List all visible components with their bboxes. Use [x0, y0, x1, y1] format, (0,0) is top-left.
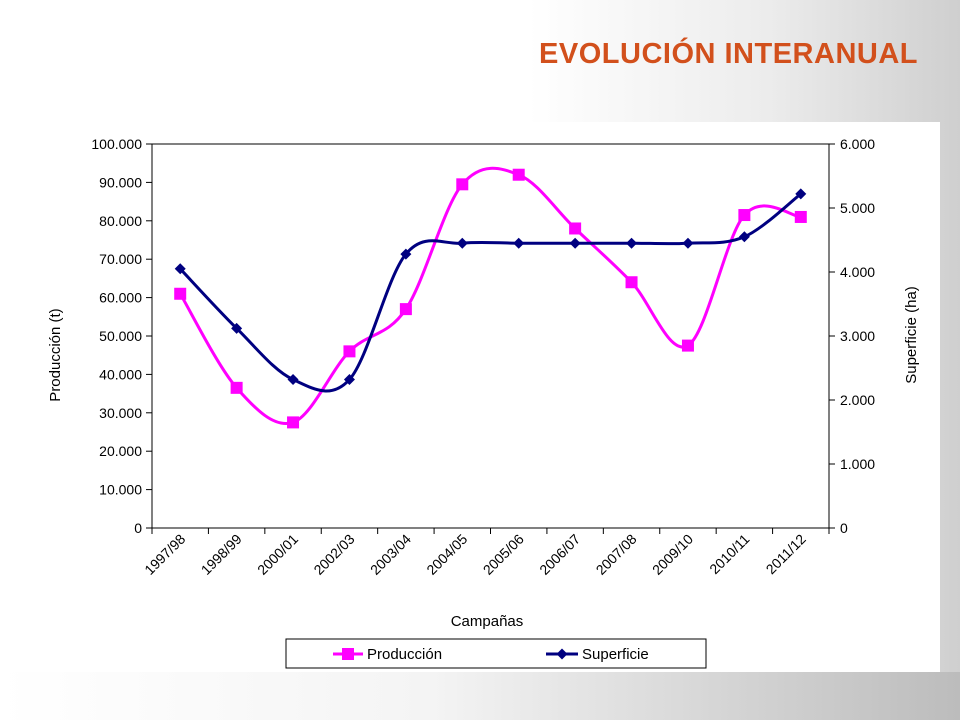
produccion-point [174, 287, 187, 300]
superficie-point [738, 231, 750, 243]
x-tick-label: 2007/08 [593, 531, 640, 578]
y-tick-label: 20.000 [99, 443, 142, 459]
y-tick-label: 50.000 [99, 328, 142, 344]
y-tick-label: 70.000 [99, 251, 142, 267]
plot-frame [151, 143, 830, 529]
y-tick-label: 60.000 [99, 290, 142, 306]
legend-produccion-label: Producción [367, 646, 442, 663]
y2-axis-title: Superficie (ha) [903, 286, 920, 384]
decorative-band [0, 672, 960, 720]
produccion-point [625, 276, 638, 289]
produccion-point [287, 416, 300, 429]
superficie-point [626, 237, 638, 249]
y-tick-label: 80.000 [99, 213, 142, 229]
produccion-point [512, 168, 525, 181]
y2-tick-label: 3.000 [840, 328, 875, 344]
superficie-point [795, 188, 807, 200]
y-tick-label: 40.000 [99, 366, 142, 382]
superficie-point [400, 248, 412, 260]
x-tick-label: 1998/99 [198, 531, 245, 578]
x-tick-label: 2003/04 [367, 531, 414, 578]
superficie-point [513, 237, 525, 249]
x-tick-label: 2004/05 [423, 531, 470, 578]
produccion-point [230, 381, 243, 394]
superficie-point [569, 237, 581, 249]
x-tick-label: 2005/06 [480, 531, 527, 578]
x-tick-label: 1997/98 [141, 531, 188, 578]
superficie-point [343, 374, 355, 386]
produccion-point [794, 210, 807, 223]
produccion-point [456, 178, 469, 191]
x-tick-label: 2010/11 [706, 531, 753, 578]
y2-tick-label: 4.000 [840, 264, 875, 280]
produccion-point [681, 339, 694, 352]
y2-tick-label: 6.000 [840, 136, 875, 152]
y-tick-label: 10.000 [99, 482, 142, 498]
y2-tick-label: 1.000 [840, 456, 875, 472]
x-tick-label: 2006/07 [536, 531, 583, 578]
y-axis-title: Producción (t) [47, 308, 64, 401]
produccion-point [399, 303, 412, 316]
slide-title: EVOLUCIÓN INTERANUAL [539, 38, 918, 70]
chart-legend: Producción Superficie [285, 638, 707, 669]
x-tick-label: 2002/03 [310, 531, 357, 578]
chart-axes: 0 10.000 20.000 30.000 40.000 50.000 60.000 70.… [91, 136, 875, 578]
x-tick-label: 2009/10 [649, 531, 696, 578]
superficie-point [287, 374, 299, 386]
legend-produccion-marker [342, 648, 354, 660]
x-axis-title: Campañas [451, 613, 524, 630]
x-tick-label: 2011/12 [763, 531, 810, 578]
legend-superficie-label: Superficie [582, 646, 649, 663]
y-tick-label: 100.000 [91, 136, 142, 152]
superficie-point [456, 237, 468, 249]
chart-markers [174, 168, 807, 429]
y-tick-label: 90.000 [99, 174, 142, 190]
x-tick-label: 2000/01 [254, 531, 301, 578]
superficie-series-line [179, 192, 802, 393]
y-tick-label: 0 [134, 520, 142, 536]
y2-tick-label: 2.000 [840, 392, 875, 408]
produccion-series-line [178, 166, 802, 426]
superficie-point [682, 237, 694, 249]
y-tick-label: 30.000 [99, 405, 142, 421]
chart-lines [178, 166, 802, 426]
y2-tick-label: 5.000 [840, 200, 875, 216]
y2-tick-label: 0 [840, 520, 848, 536]
produccion-point [343, 345, 356, 358]
superficie-point [231, 322, 243, 334]
superficie-point [174, 263, 186, 275]
produccion-point [569, 222, 582, 235]
produccion-point [738, 209, 751, 222]
legend-frame [285, 638, 707, 669]
legend-superficie-marker [556, 648, 568, 660]
